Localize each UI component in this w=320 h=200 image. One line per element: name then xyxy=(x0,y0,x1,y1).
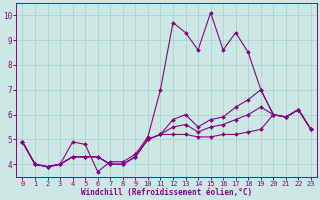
X-axis label: Windchill (Refroidissement éolien,°C): Windchill (Refroidissement éolien,°C) xyxy=(81,188,252,197)
